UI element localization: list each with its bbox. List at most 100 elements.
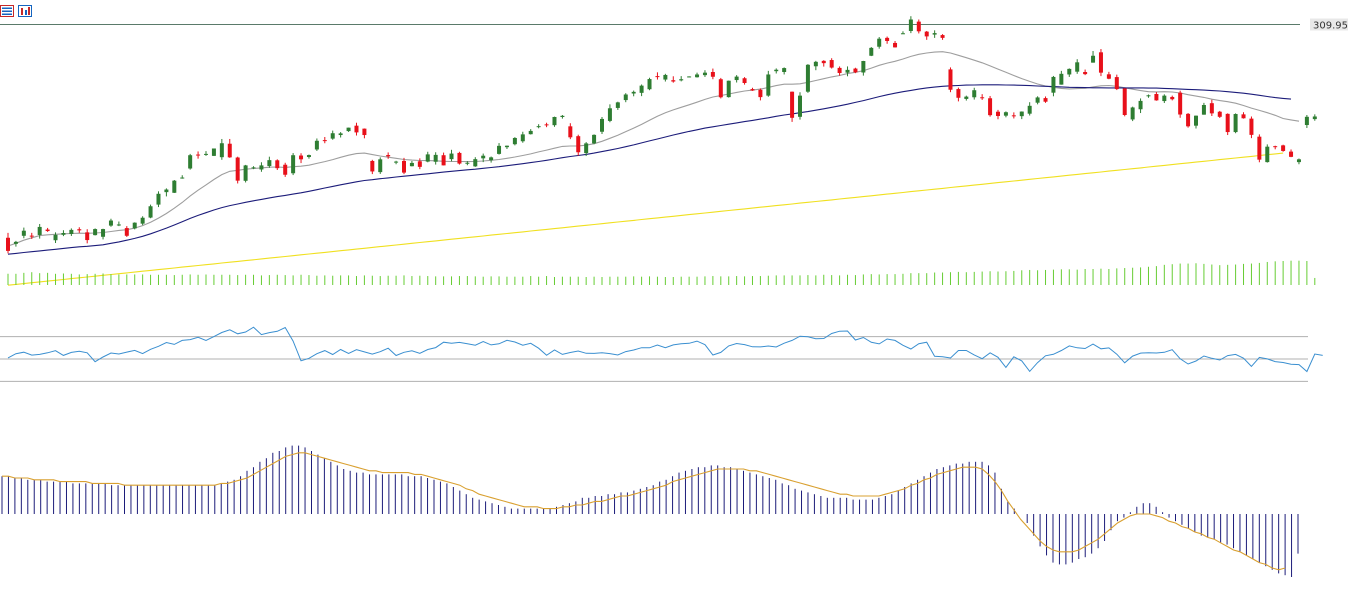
macd-panel [1,445,1299,577]
candle [528,129,533,135]
candle-body [900,33,905,35]
candle [1233,113,1238,134]
candle [457,151,462,165]
candle [1059,70,1064,85]
candle [132,222,137,230]
candle [1035,96,1040,105]
candle [13,240,18,247]
macd-signal-line [2,452,1286,571]
candle-body [116,224,121,226]
candle-body [837,67,842,73]
candle [702,70,707,77]
candle [1027,102,1032,116]
candle-body [956,89,961,98]
candle-body [805,64,810,92]
candle-body [1059,73,1064,85]
candle [956,87,961,102]
candle [718,77,723,99]
candle-body [188,155,193,169]
candle-body [544,124,549,126]
candle-body [758,89,763,98]
candle-body [489,157,494,161]
candle-body [1138,100,1143,110]
candle-body [156,193,161,205]
candle-body [21,230,26,236]
candle-body [1209,103,1214,114]
candle [346,127,351,132]
candle [782,67,787,75]
candle [219,138,224,160]
candle-body [45,229,50,232]
candle [489,156,494,163]
candle-body [552,116,557,126]
candle [504,145,509,149]
candle [805,64,810,93]
candle [821,60,826,67]
candle-body [528,130,533,135]
chart-properties-icon[interactable] [18,2,32,17]
last-price-tag: 309.95 [1310,18,1348,31]
candle-body [330,133,335,139]
candle [1296,158,1301,165]
candle [251,166,256,170]
candle-body [1289,151,1294,157]
candle [481,153,486,163]
list-view-icon[interactable] [0,2,14,17]
candle [1098,49,1103,77]
candle [615,101,620,110]
candle [592,134,597,145]
candle [283,162,288,177]
candle [1304,115,1309,128]
candle-body [243,165,248,181]
candle-body [1241,114,1246,119]
candle-body [774,69,779,72]
candle-body [702,72,707,76]
candle [322,136,327,144]
candle [996,109,1000,120]
candle-body [1162,95,1167,102]
candle [211,148,216,157]
candle-body [481,155,486,159]
candle [299,153,304,164]
candle-body [204,153,208,155]
candle [417,158,422,170]
candle-body [1011,115,1016,117]
candle [988,95,993,117]
candle [1217,110,1222,118]
candle [1249,116,1254,139]
candle-body [394,161,399,163]
candle-body [932,33,937,35]
candle-body [108,220,113,226]
candle [813,60,818,71]
candle [1178,90,1183,118]
candle-body [1170,96,1175,100]
candle [172,179,177,193]
candle [1003,111,1008,118]
candle [1011,112,1016,119]
candle [314,138,319,151]
candle [188,153,193,170]
candle [1106,71,1111,80]
candle [180,175,185,179]
candle [932,30,937,38]
candle [338,132,343,138]
candle [853,67,858,74]
candle-body [1051,76,1056,93]
candle [750,87,755,91]
candle [1265,144,1270,163]
candle [576,134,581,156]
candle [972,87,977,100]
candle-body [940,35,945,38]
candle-body [718,79,723,98]
candle-body [1067,68,1072,75]
candle [695,72,700,78]
candle-body [948,69,953,90]
candle-body [196,154,201,156]
candle-body [291,155,296,174]
candle-body [1091,55,1096,63]
candle-body [1304,116,1309,126]
candle-body [631,91,636,94]
candle [93,228,98,236]
candle-body [93,229,98,236]
